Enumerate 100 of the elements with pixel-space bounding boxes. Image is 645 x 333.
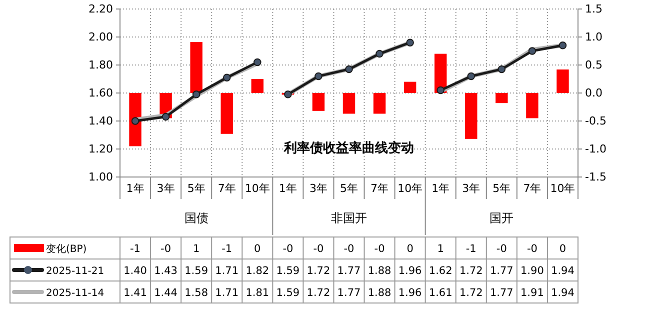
- data-label: 1.59: [276, 265, 300, 277]
- bar: [496, 93, 508, 104]
- data-label: -1: [222, 243, 232, 255]
- x-tick-label: 3年: [309, 182, 328, 196]
- data-label: 1: [192, 243, 200, 255]
- data-label: 1.96: [398, 287, 422, 299]
- data-label: 0: [559, 243, 566, 255]
- data-label: 1.77: [337, 287, 361, 299]
- x-tick-label: 5年: [187, 182, 206, 196]
- x-tick-label: 3年: [462, 182, 480, 196]
- data-label: 1.90: [520, 265, 544, 277]
- legend-label: 变化(BP): [46, 243, 87, 255]
- data-label: 1.77: [490, 287, 514, 299]
- data-label: 1.72: [306, 265, 330, 277]
- point: [558, 42, 567, 50]
- point: [131, 117, 140, 125]
- y2-tick-label: -1.0: [585, 142, 606, 156]
- data-label: 1.96: [398, 265, 422, 277]
- bar: [373, 93, 386, 114]
- data-label: -0: [313, 243, 324, 255]
- x-tick-label: 7年: [370, 182, 389, 196]
- data-label: 1.82: [246, 265, 270, 277]
- bar: [404, 82, 416, 93]
- bar: [556, 69, 569, 93]
- y-tick-label: 2.20: [88, 2, 113, 16]
- x-tick-label: 3年: [156, 182, 175, 196]
- point: [467, 72, 476, 80]
- point: [436, 86, 444, 94]
- x-tick-label: 10年: [550, 182, 576, 196]
- data-label: 1.72: [459, 287, 483, 299]
- data-label: -0: [374, 243, 385, 255]
- point: [406, 38, 414, 46]
- data-label: 1.59: [276, 287, 300, 299]
- data-label: -0: [160, 243, 172, 255]
- data-label: 1.88: [368, 265, 392, 277]
- data-label: 1.94: [551, 287, 575, 299]
- data-label: -0: [344, 243, 354, 255]
- point: [192, 90, 200, 98]
- data-label: 1.40: [124, 265, 147, 277]
- x-tick-label: 7年: [218, 182, 236, 196]
- data-label: 1.91: [520, 287, 544, 299]
- bar: [129, 93, 142, 146]
- text: 利率债收益率曲线变动: [283, 140, 414, 156]
- data-label: 1.81: [246, 287, 270, 299]
- point: [498, 65, 506, 74]
- bar: [465, 93, 478, 139]
- x-tick-label: 10年: [244, 182, 270, 196]
- data-label: 1.71: [215, 287, 239, 299]
- y-tick-label: 1.40: [88, 114, 113, 128]
- data-label: 0: [254, 243, 261, 255]
- text: 国债: [184, 211, 208, 225]
- y2-tick-label: 0.0: [585, 86, 602, 100]
- y2-tick-label: -0.5: [585, 114, 606, 128]
- y-tick-label: 1.60: [88, 86, 113, 100]
- x-tick-label: 1年: [432, 182, 450, 196]
- data-label: 0: [406, 243, 414, 255]
- point: [314, 72, 322, 80]
- point: [345, 65, 353, 74]
- data-label: -0: [496, 243, 507, 255]
- bar: [526, 93, 538, 118]
- point: [162, 112, 170, 121]
- legend-label: 2025-11-14: [46, 288, 104, 299]
- bar: [220, 93, 233, 134]
- y-tick-label: 1.80: [88, 58, 113, 72]
- data-label: 1.72: [459, 265, 483, 277]
- data-label: 1.77: [337, 265, 361, 277]
- point: [284, 90, 292, 98]
- data-label: -1: [130, 243, 141, 255]
- y-tick-label: 1.20: [88, 142, 113, 156]
- bar: [190, 42, 202, 93]
- data-label: 1.77: [490, 265, 514, 277]
- data-label: 1.61: [428, 287, 452, 299]
- data-label: -1: [466, 243, 476, 255]
- data-label: 1.43: [154, 265, 178, 277]
- point: [254, 58, 262, 66]
- data-label: 1.94: [551, 265, 575, 277]
- data-label: 1.41: [124, 287, 147, 299]
- bar: [342, 93, 356, 114]
- x-tick-label: 1年: [126, 182, 144, 196]
- y2-tick-label: 0.5: [585, 58, 602, 72]
- data-label: 1.62: [428, 265, 452, 277]
- x-tick-label: 5年: [492, 182, 511, 196]
- y-tick-label: 2.00: [88, 30, 113, 44]
- data-label: -0: [526, 243, 538, 255]
- x-tick-label: 10年: [398, 182, 423, 196]
- data-label: -0: [282, 243, 294, 255]
- data-label: 1: [437, 243, 444, 255]
- point: [528, 47, 536, 55]
- data-label: 1.88: [368, 287, 392, 299]
- data-label: 1.58: [184, 287, 208, 299]
- legend-label: 2025-11-21: [46, 266, 104, 277]
- bar: [312, 93, 325, 111]
- y2-tick-label: 1.5: [585, 2, 602, 16]
- data-label: 1.72: [306, 287, 330, 299]
- y2-tick-label: -1.5: [585, 170, 606, 184]
- data-label: 1.59: [184, 265, 208, 277]
- text: 非国开: [331, 211, 367, 225]
- bar: [251, 79, 264, 93]
- data-label: 1.71: [215, 265, 239, 277]
- data-label: 1.44: [154, 287, 178, 299]
